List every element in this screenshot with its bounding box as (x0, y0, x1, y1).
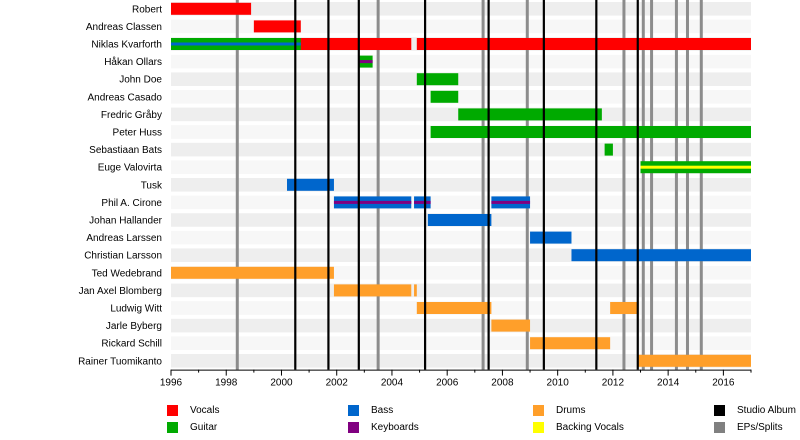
bar-backing-euge-valovirta (640, 165, 751, 169)
row-stripe (171, 283, 751, 298)
bar-bass-andreas-larssen (530, 231, 572, 244)
member-label-niklas-kvarforth: Niklas Kvarforth (91, 40, 162, 51)
row-stripe (171, 90, 751, 104)
member-label-andreas-larssen: Andreas Larssen (86, 233, 162, 244)
chart-legend: Vocals Guitar Bass Keyboards Drums Backi… (0, 398, 800, 440)
member-label-sebastiaan-bats: Sebastiaan Bats (89, 145, 162, 156)
bar-guitar-sebastiaan-bats (604, 143, 613, 156)
legend-swatch-vocals (167, 404, 178, 416)
row-stripe (171, 72, 751, 86)
x-tick-label-2004: 2004 (381, 378, 404, 389)
x-tick-label-1998: 1998 (215, 378, 238, 389)
row-stripe (171, 54, 751, 69)
legend-swatch-drums (533, 404, 544, 416)
bar-drums-jan-axel-blomberg (333, 284, 412, 297)
row-stripe (171, 19, 751, 34)
legend-label-vocals: Vocals (190, 404, 220, 416)
legend-swatch-eps-splits (714, 421, 725, 433)
bar-vocals-niklas-kvarforth (416, 38, 751, 50)
band-timeline-chart: Robert Andreas Classen Niklas Kvarforth Håk… (78, 0, 752, 389)
legend-label-bass: Bass (371, 404, 394, 416)
legend-item-guitar: Guitar (167, 418, 217, 436)
member-label-robert: Robert (132, 4, 162, 15)
member-label-ludwig-witt: Ludwig Witt (110, 304, 162, 315)
bar-bass-johan-hallander (427, 214, 492, 226)
bar-vocals-robert (171, 2, 252, 15)
x-tick-label-1996: 1996 (160, 378, 183, 389)
member-label-tusk: Tusk (141, 180, 163, 191)
row-stripe (171, 195, 751, 210)
bar-bass-niklas-kvarforth (171, 42, 301, 46)
legend-label-studio-album: Studio Album (737, 404, 796, 416)
legend-label-backing-vocals: Backing Vocals (556, 421, 624, 433)
bar-bass-christian-larsson (571, 249, 751, 262)
row-stripe (171, 2, 751, 16)
legend-item-bass: Bass (348, 401, 393, 419)
member-label-christian-larsson: Christian Larsson (84, 251, 162, 262)
legend-item-drums: Drums (533, 401, 585, 419)
member-label-euge-valovirta: Euge Valovirta (98, 163, 163, 174)
member-label-fredric-graby: Fredric Gråby (101, 109, 162, 121)
bar-vocals-andreas-classen (253, 20, 301, 33)
x-tick-label-2010: 2010 (547, 378, 570, 389)
row-stripe (171, 354, 751, 368)
member-label-john-doe: John Doe (119, 75, 162, 86)
bar-drums-rickard-schill (530, 337, 611, 350)
bar-guitar-john-doe (416, 73, 459, 86)
x-tick-label-2008: 2008 (491, 378, 514, 389)
bar-keyboards-phil-a-cirone (491, 200, 531, 204)
legend-label-drums: Drums (556, 404, 586, 416)
row-stripe (171, 160, 751, 174)
member-label-andreas-classen: Andreas Classen (86, 22, 162, 33)
legend-label-eps-splits: EPs/Splits (737, 421, 783, 433)
bar-guitar-fredric-graby (458, 108, 602, 121)
row-stripe (171, 230, 751, 245)
x-tick-label-2002: 2002 (326, 378, 349, 389)
legend-swatch-keyboards (348, 421, 359, 433)
bar-drums-ludwig-witt (416, 302, 492, 314)
bar-keyboards-phil-a-cirone (333, 200, 412, 204)
x-tick-label-2012: 2012 (602, 378, 625, 389)
member-label-rickard-schill: Rickard Schill (101, 339, 162, 350)
bar-guitar-andreas-casado (430, 90, 459, 103)
legend-item-eps-splits: EPs/Splits (714, 418, 783, 436)
row-stripe (171, 318, 751, 333)
x-tick-label-2014: 2014 (657, 378, 680, 389)
x-tick-label-2016: 2016 (712, 378, 735, 389)
bar-drums-jarle-byberg (491, 319, 531, 332)
legend-label-guitar: Guitar (190, 421, 218, 433)
legend-item-backing-vocals: Backing Vocals (533, 418, 624, 436)
bar-drums-rainer-tuomikanto (637, 354, 751, 367)
bar-drums-ted-wedebrand (171, 266, 334, 279)
member-label-jan-axel-blomberg: Jan Axel Blomberg (79, 286, 162, 297)
bar-drums-jan-axel-blomberg (414, 284, 417, 297)
x-tick-label-2000: 2000 (270, 378, 293, 389)
legend-item-studio-album: Studio Album (714, 401, 796, 419)
legend-swatch-studio-album (714, 404, 725, 416)
legend-item-keyboards: Keyboards (348, 418, 419, 436)
row-stripe (171, 336, 751, 350)
legend-swatch-guitar (167, 421, 178, 433)
member-bars (171, 2, 751, 367)
member-label-hakan-ollars: Håkan Ollars (104, 56, 162, 68)
member-label-johan-hallander: Johan Hallander (89, 216, 162, 227)
bar-keyboards-hakan-ollars (358, 60, 373, 64)
x-tick-label-2006: 2006 (436, 378, 459, 389)
member-label-peter-huss: Peter Huss (113, 128, 162, 139)
bar-guitar-peter-huss (430, 126, 751, 138)
member-label-jarle-byberg: Jarle Byberg (106, 321, 162, 332)
member-label-andreas-casado: Andreas Casado (88, 92, 163, 103)
legend-swatch-backing-vocals (533, 421, 544, 433)
bar-drums-ludwig-witt (610, 302, 638, 314)
legend-label-keyboards: Keyboards (371, 421, 419, 433)
member-label-phil-a-cirone: Phil A. Cirone (101, 198, 162, 209)
legend-swatch-bass (348, 404, 359, 416)
member-label-rainer-tuomikanto: Rainer Tuomikanto (78, 356, 162, 367)
bar-bass-tusk (287, 178, 334, 191)
legend-item-vocals: Vocals (167, 401, 219, 419)
bar-keyboards-phil-a-cirone (414, 200, 431, 204)
row-stripe (171, 142, 751, 157)
row-stripe (171, 178, 751, 192)
member-label-ted-wedebrand: Ted Wedebrand (92, 268, 162, 279)
